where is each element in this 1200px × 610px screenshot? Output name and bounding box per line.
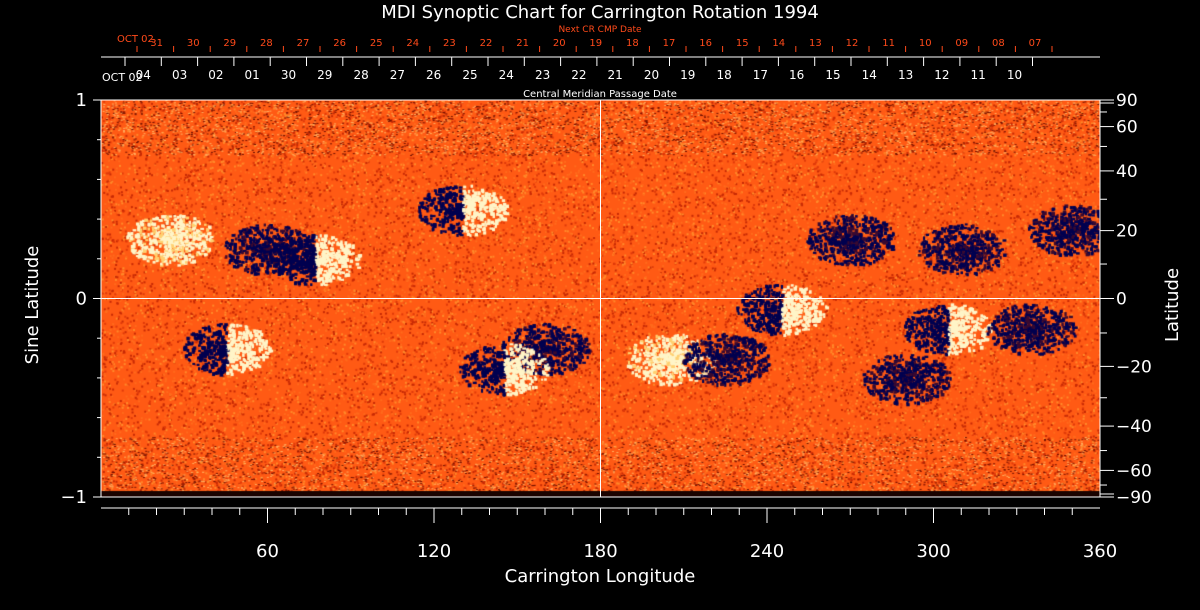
x-tick-label: 120	[417, 541, 451, 562]
cmp-date-label: 28	[353, 68, 368, 82]
next-cr-date-label: 30	[187, 38, 200, 49]
cmp-date-label: 15	[825, 68, 840, 82]
y-right-tick-label: −60	[1116, 461, 1152, 481]
next-cr-start-label: OCT 02	[117, 34, 154, 45]
chart-title: MDI Synoptic Chart for Carrington Rotati…	[381, 2, 819, 23]
next-cr-date-label: 21	[516, 38, 529, 49]
next-cr-label: Next CR CMP Date	[558, 25, 642, 35]
next-cr-date-label: 18	[626, 38, 639, 49]
y-right-tick-label: −20	[1116, 357, 1152, 377]
next-cr-date-label: 27	[297, 38, 310, 49]
x-axis-label: Carrington Longitude	[505, 566, 696, 587]
x-tick-label: 240	[750, 541, 784, 562]
cmp-date-label: 23	[535, 68, 550, 82]
next-cr-date-label: 28	[260, 38, 273, 49]
next-cr-date-label: 16	[699, 38, 712, 49]
cmp-date-label: 17	[753, 68, 768, 82]
y-left-tick-label: 1	[76, 90, 87, 111]
cmp-date-label: 03	[172, 68, 187, 82]
cmp-axis-label: Central Meridian Passage Date	[523, 89, 677, 100]
x-tick-label: 300	[916, 541, 950, 562]
cmp-date-label: 27	[390, 68, 405, 82]
y-axis-left-label: Sine Latitude	[22, 246, 43, 365]
x-tick-label: 60	[256, 541, 279, 562]
cmp-date-label: 30	[281, 68, 296, 82]
y-left-tick-label: −1	[60, 487, 87, 508]
y-axis-right-label: Latitude	[1162, 268, 1183, 342]
cmp-date-label: 16	[789, 68, 804, 82]
next-cr-date-label: 09	[955, 38, 968, 49]
cmp-date-label: 22	[571, 68, 586, 82]
y-right-tick-label: −90	[1116, 488, 1152, 508]
cmp-date-label: 11	[971, 68, 986, 82]
y-right-tick-label: 40	[1116, 162, 1138, 182]
y-right-tick-label: −40	[1116, 417, 1152, 437]
next-cr-date-label: 12	[846, 38, 859, 49]
next-cr-date-label: 19	[589, 38, 602, 49]
cmp-date-label: 02	[208, 68, 223, 82]
cmp-date-label: 24	[499, 68, 514, 82]
next-cr-date-label: 25	[370, 38, 383, 49]
next-cr-date-label: 11	[882, 38, 895, 49]
cmp-date-label: 10	[1007, 68, 1022, 82]
cmp-date-label: 14	[862, 68, 877, 82]
cmp-start-label: OCT 02	[102, 71, 143, 84]
cmp-date-label: 12	[934, 68, 949, 82]
y-right-tick-label: 60	[1116, 118, 1138, 138]
cmp-date-label: 26	[426, 68, 441, 82]
next-cr-date-label: 17	[663, 38, 676, 49]
y-right-tick-label: 0	[1116, 290, 1127, 310]
next-cr-date-label: 14	[772, 38, 785, 49]
next-cr-date-label: 29	[223, 38, 236, 49]
x-tick-label: 360	[1083, 541, 1117, 562]
next-cr-date-label: 15	[736, 38, 749, 49]
cmp-date-label: 01	[245, 68, 260, 82]
cmp-date-label: 21	[608, 68, 623, 82]
cmp-date-label: 29	[317, 68, 332, 82]
next-cr-date-label: 10	[919, 38, 932, 49]
y-left-tick-label: 0	[76, 289, 87, 310]
next-cr-date-label: 24	[406, 38, 419, 49]
next-cr-date-label: 08	[992, 38, 1005, 49]
cmp-date-label: 18	[716, 68, 731, 82]
cmp-date-label: 04	[136, 68, 151, 82]
next-cr-date-label: 22	[480, 38, 493, 49]
cmp-date-label: 25	[462, 68, 477, 82]
cmp-date-label: 19	[680, 68, 695, 82]
next-cr-date-label: 26	[333, 38, 346, 49]
next-cr-date-label: 23	[443, 38, 456, 49]
next-cr-date-label: 31	[150, 38, 163, 49]
next-cr-date-label: 20	[553, 38, 566, 49]
next-cr-date-label: 07	[1029, 38, 1042, 49]
y-right-tick-label: 90	[1116, 91, 1138, 111]
next-cr-date-label: 13	[809, 38, 822, 49]
y-right-tick-label: 20	[1116, 222, 1138, 242]
cmp-date-label: 20	[644, 68, 659, 82]
cmp-date-label: 13	[898, 68, 913, 82]
x-tick-label: 180	[583, 541, 617, 562]
